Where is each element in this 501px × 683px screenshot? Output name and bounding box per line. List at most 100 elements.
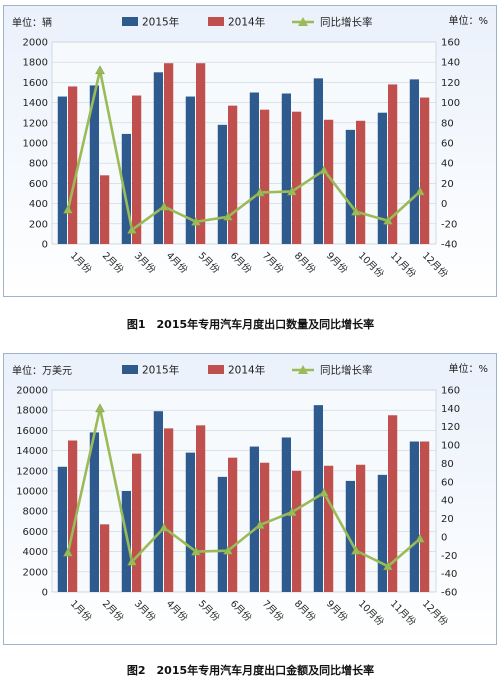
y-left-tick-label: 20000	[16, 386, 48, 397]
bar-2014-6	[228, 457, 238, 592]
bar-2015-12	[409, 441, 419, 592]
bar-2014-8	[292, 111, 302, 244]
legend-label: 同比增长率	[320, 364, 373, 377]
growth-rate-point-11	[383, 561, 393, 571]
y-left-tick-label: 0	[42, 240, 48, 251]
y-left-tick-label: 14000	[16, 446, 48, 457]
y-left-tick-label: 800	[29, 159, 48, 170]
bar-2015-7	[249, 92, 259, 244]
y-right-tick-label: 100	[441, 98, 460, 109]
legend-swatch	[122, 17, 138, 26]
x-category-label: 5月份	[196, 250, 223, 277]
bar-2015-4	[153, 411, 163, 592]
y-right-tick-label: -20	[441, 219, 457, 230]
legend-marker	[298, 365, 308, 374]
bar-2014-2	[100, 524, 110, 592]
x-category-label: 9月份	[324, 598, 351, 625]
legend-label: 2015年	[142, 364, 179, 377]
growth-rate-point-2	[95, 65, 105, 75]
growth-rate-point-11	[383, 215, 393, 225]
bar-2014-11	[388, 415, 398, 592]
left-unit-label: 单位：辆	[12, 16, 52, 29]
bar-2014-7	[260, 109, 270, 244]
y-right-tick-label: 80	[441, 118, 454, 129]
chart-panel-2: 0 2000 4000 6000 8000 10000 12000 14000 16000 180…	[3, 353, 497, 645]
x-category-label: 7月份	[260, 598, 287, 625]
y-right-tick-label: 40	[441, 159, 454, 170]
growth-rate-point-7	[255, 519, 265, 529]
bar-2015-9	[313, 78, 323, 244]
growth-rate-point-6	[223, 545, 233, 555]
legend-label: 2014年	[228, 16, 265, 29]
x-category-label: 8月份	[292, 250, 319, 277]
y-right-tick-label: 120	[441, 78, 460, 89]
legend-marker	[298, 17, 308, 26]
legend-swatch	[208, 17, 224, 26]
y-right-tick-label: -40	[441, 569, 457, 580]
bar-2015-5	[185, 452, 195, 592]
y-left-tick-label: 1000	[23, 139, 48, 150]
legend-label: 2014年	[228, 364, 265, 377]
growth-rate-point-1	[63, 547, 73, 557]
x-category-label: 3月份	[132, 250, 159, 277]
y-right-tick-label: 0	[441, 199, 447, 210]
legend-item-3: 同比增长率	[292, 16, 373, 29]
bar-2014-3	[132, 453, 142, 592]
x-category-label: 6月份	[228, 598, 255, 625]
bar-2014-7	[260, 462, 270, 592]
growth-rate-point-8	[287, 186, 297, 196]
bar-2015-12	[409, 79, 419, 245]
bar-2015-3	[121, 491, 131, 592]
y-left-tick-label: 2000	[23, 567, 48, 578]
y-right-tick-label: 140	[441, 404, 460, 415]
y-right-tick-label: 60	[441, 477, 454, 488]
y-left-tick-label: 1600	[23, 78, 48, 89]
y-right-tick-label: 60	[441, 139, 454, 150]
bar-2015-7	[249, 446, 259, 592]
y-right-tick-label: 120	[441, 422, 460, 433]
chart-2: 0 2000 4000 6000 8000 10000 12000 14000 16000 180…	[12, 362, 488, 629]
y-right-tick-label: 20	[441, 514, 454, 525]
x-category-label: 11月份	[388, 598, 419, 629]
y-right-tick-label: -20	[441, 551, 457, 562]
y-left-tick-label: 4000	[23, 547, 48, 558]
legend-item-2: 2014年	[208, 16, 265, 29]
bar-2014-1	[68, 440, 78, 592]
x-category-label: 10月份	[356, 250, 387, 281]
growth-rate-point-5	[191, 216, 201, 226]
legend-label: 同比增长率	[320, 16, 373, 29]
bar-2015-10	[345, 480, 355, 592]
bar-2015-2	[89, 85, 99, 245]
growth-rate-point-2	[95, 403, 105, 413]
legend-item-3: 同比增长率	[292, 364, 373, 377]
growth-rate-line	[66, 408, 421, 568]
growth-rate-point-10	[351, 545, 361, 555]
y-left-tick-label: 6000	[23, 527, 48, 538]
growth-rate-line	[66, 69, 421, 233]
bar-2015-4	[153, 72, 163, 244]
y-right-tick-label: 160	[441, 38, 460, 49]
chart-1: 0200400600800100012001400160018002000-40…	[12, 14, 488, 281]
y-left-tick-label: 1800	[23, 58, 48, 69]
y-left-tick-label: 2000	[23, 38, 48, 49]
y-left-tick-label: 8000	[23, 507, 48, 518]
bar-2014-12	[420, 441, 430, 592]
chart-1-caption: 图1 2015年专用汽车月度出口数量及同比增长率	[126, 318, 375, 331]
bar-2014-2	[100, 175, 110, 244]
x-category-label: 2月份	[100, 598, 127, 625]
x-category-label: 8月份	[292, 598, 319, 625]
bar-2014-5	[196, 425, 206, 592]
legend-item-1: 2015年	[122, 364, 179, 377]
bar-2015-1	[57, 96, 67, 244]
y-right-tick-label: 20	[441, 179, 454, 190]
bar-2014-6	[228, 105, 238, 244]
legend-item-1: 2015年	[122, 16, 179, 29]
x-category-label: 11月份	[388, 250, 419, 281]
x-category-label: 5月份	[196, 598, 223, 625]
x-category-label: 10月份	[356, 598, 387, 629]
bar-2015-5	[185, 96, 195, 244]
growth-rate-point-7	[255, 187, 265, 197]
growth-rate-point-10	[351, 206, 361, 216]
bar-2014-1	[68, 86, 78, 244]
y-right-tick-label: 140	[441, 58, 460, 69]
